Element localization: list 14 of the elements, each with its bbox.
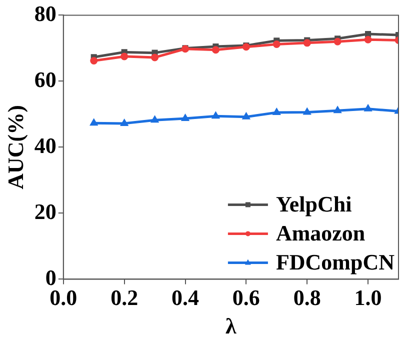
x-tick-label: 0.4 bbox=[172, 285, 200, 310]
legend-label: YelpChi bbox=[276, 191, 352, 216]
x-tick-label: 0.6 bbox=[232, 285, 260, 310]
y-tick-label: 20 bbox=[34, 198, 56, 224]
x-tick-label: 0.2 bbox=[110, 285, 138, 310]
y-tick-label: 60 bbox=[34, 66, 56, 92]
legend-label: Amaozon bbox=[276, 220, 366, 246]
x-axis-title: λ bbox=[226, 313, 237, 338]
y-axis-title: AUC(%) bbox=[2, 105, 28, 190]
x-tick-label: 0.8 bbox=[293, 285, 321, 310]
y-tick-label: 80 bbox=[34, 0, 56, 26]
x-tick-label: 1.0 bbox=[354, 285, 382, 310]
y-tick-label: 40 bbox=[34, 132, 56, 158]
legend-label: FDCompCN bbox=[276, 249, 395, 274]
